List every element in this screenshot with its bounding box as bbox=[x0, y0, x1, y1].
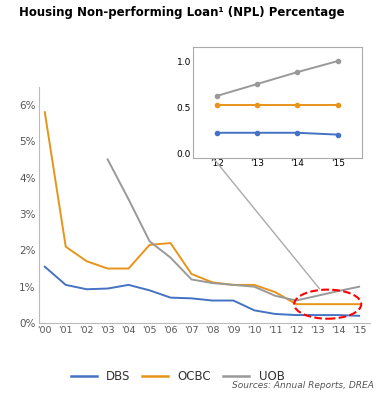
Text: Sources: Annual Reports, DREA: Sources: Annual Reports, DREA bbox=[231, 381, 373, 390]
Legend: DBS, OCBC, UOB: DBS, OCBC, UOB bbox=[66, 366, 289, 388]
Text: Housing Non-performing Loan¹ (NPL) Percentage: Housing Non-performing Loan¹ (NPL) Perce… bbox=[19, 6, 345, 19]
